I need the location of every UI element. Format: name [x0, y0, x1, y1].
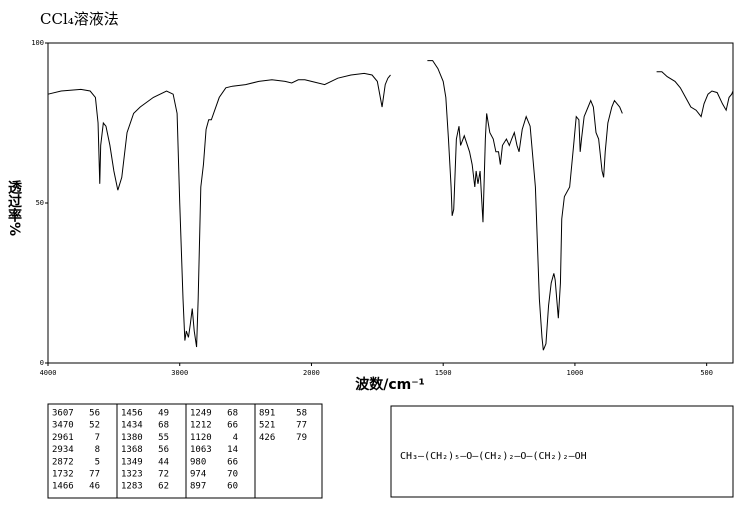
peak-transmittance: 14 [227, 445, 238, 455]
spectrum-line [47, 60, 734, 351]
peak-wavenumber: 1283 [121, 482, 143, 492]
peak-wavenumber: 3607 [52, 409, 74, 419]
peak-transmittance: 49 [158, 409, 169, 419]
peak-transmittance: 56 [158, 445, 169, 455]
peak-wavenumber: 3470 [52, 421, 74, 431]
peak-transmittance: 56 [89, 409, 100, 419]
peak-transmittance: 62 [158, 482, 169, 492]
peak-transmittance: 72 [158, 470, 169, 480]
x-tick-label: 4000 [40, 369, 57, 377]
x-tick-label: 2000 [303, 369, 320, 377]
y-tick-label: 100 [31, 39, 44, 47]
peak-transmittance: 68 [158, 421, 169, 431]
peak-wavenumber: 1456 [121, 409, 143, 419]
x-tick-label: 500 [700, 369, 713, 377]
peak-transmittance: 8 [95, 445, 100, 455]
peak-wavenumber: 980 [190, 457, 206, 467]
peak-transmittance: 55 [158, 433, 169, 443]
peak-transmittance: 44 [158, 457, 169, 467]
y-tick-label: 0 [40, 359, 44, 367]
peak-transmittance: 66 [227, 421, 238, 431]
x-axis-label: 波数/cm⁻¹ [355, 376, 425, 393]
x-tick-label: 3000 [171, 369, 188, 377]
peak-transmittance: 60 [227, 482, 238, 492]
peak-wavenumber: 1466 [52, 482, 74, 492]
peak-transmittance: 68 [227, 409, 238, 419]
y-axis-label: 透过率% [6, 180, 22, 236]
peak-wavenumber: 521 [259, 421, 275, 431]
peak-transmittance: 77 [89, 470, 100, 480]
peak-wavenumber: 2934 [52, 445, 74, 455]
peak-transmittance: 58 [296, 409, 307, 419]
peak-wavenumber: 1249 [190, 409, 212, 419]
peak-wavenumber: 1120 [190, 433, 212, 443]
peak-wavenumber: 897 [190, 482, 206, 492]
peak-wavenumber: 1368 [121, 445, 143, 455]
peak-transmittance: 46 [89, 482, 100, 492]
plot-frame [47, 42, 734, 364]
peak-transmittance: 5 [95, 457, 100, 467]
peak-wavenumber: 1323 [121, 470, 143, 480]
peak-wavenumber: 426 [259, 433, 275, 443]
peak-wavenumber: 2961 [52, 433, 74, 443]
chart-title: CCl₄溶液法 [40, 10, 119, 28]
peak-transmittance: 4 [233, 433, 238, 443]
peak-transmittance: 79 [296, 433, 307, 443]
peak-wavenumber: 1063 [190, 445, 212, 455]
peak-wavenumber: 1349 [121, 457, 143, 467]
peak-transmittance: 7 [95, 433, 100, 443]
peak-transmittance: 66 [227, 457, 238, 467]
structure-formula: CH₃—(CH₂)₅—O—(CH₂)₂—O—(CH₂)₂—OH [400, 451, 587, 462]
peak-wavenumber: 1732 [52, 470, 74, 480]
x-tick-label: 1000 [566, 369, 583, 377]
peak-wavenumber: 1434 [121, 421, 143, 431]
peak-wavenumber: 891 [259, 409, 275, 419]
peak-wavenumber: 1212 [190, 421, 212, 431]
peak-transmittance: 77 [296, 421, 307, 431]
peak-transmittance: 52 [89, 421, 100, 431]
peak-transmittance: 70 [227, 470, 238, 480]
x-tick-label: 1500 [435, 369, 452, 377]
structure-frame [390, 405, 734, 498]
y-tick-label: 50 [36, 199, 44, 207]
peak-table-frame [47, 403, 323, 499]
peak-wavenumber: 1380 [121, 433, 143, 443]
peak-wavenumber: 2872 [52, 457, 74, 467]
peak-wavenumber: 974 [190, 470, 206, 480]
